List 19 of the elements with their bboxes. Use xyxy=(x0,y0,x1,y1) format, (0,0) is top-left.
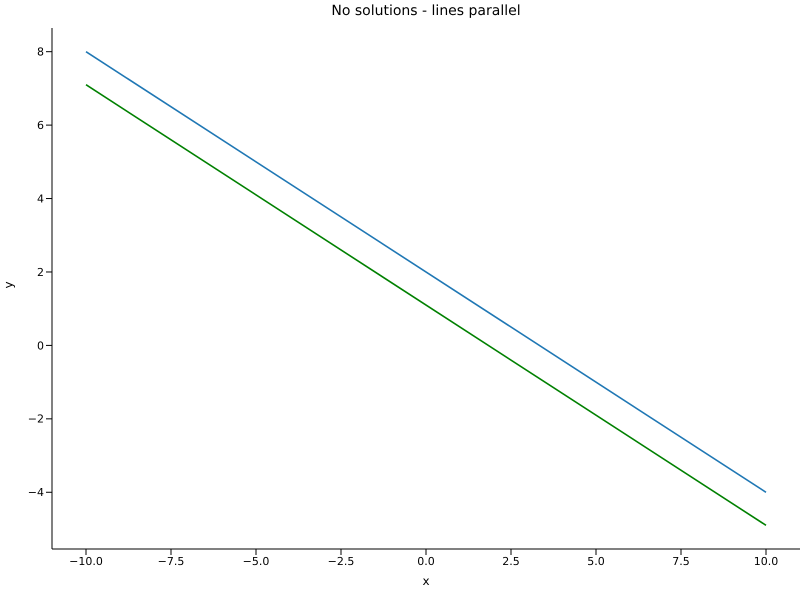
x-tick-label: −2.5 xyxy=(328,554,354,568)
y-tick-label: −2 xyxy=(28,412,44,426)
x-tick-label: 7.5 xyxy=(672,554,690,568)
y-tick-label: 2 xyxy=(37,266,44,279)
y-axis-title: y xyxy=(1,281,16,288)
x-axis-title: x xyxy=(422,574,430,588)
x-tick-label: 5.0 xyxy=(587,554,605,568)
x-tick-label: −7.5 xyxy=(158,554,184,568)
x-tick-label: −5.0 xyxy=(242,554,270,568)
y-tick-label: 4 xyxy=(37,192,44,206)
y-tick-label: 0 xyxy=(37,339,44,352)
y-tick-label: −4 xyxy=(28,486,44,500)
x-tick-label: −10.0 xyxy=(69,554,103,568)
x-tick-label: 10.0 xyxy=(754,554,778,568)
y-tick-label: 6 xyxy=(37,119,44,132)
x-tick-label: 0.0 xyxy=(417,554,435,568)
x-tick-label: 2.5 xyxy=(502,554,520,568)
chart-title: No solutions - lines parallel xyxy=(330,3,522,19)
y-tick-label: 8 xyxy=(37,46,44,59)
